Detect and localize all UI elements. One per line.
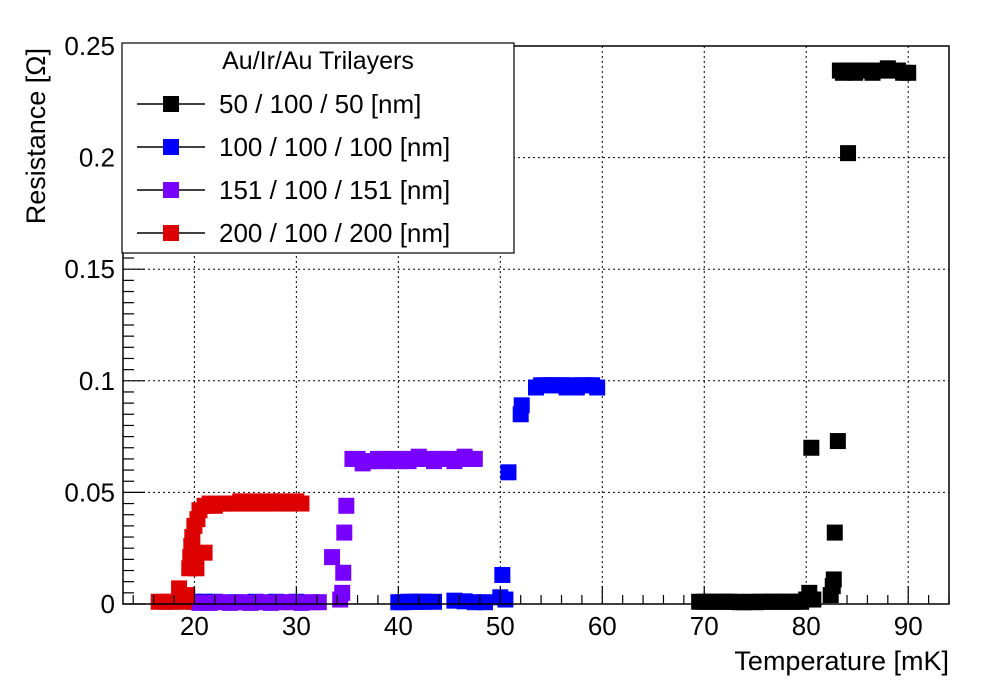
series-3	[191, 448, 483, 611]
legend-entry: 100 / 100 / 100 [nm]	[137, 132, 450, 162]
y-tick-label: 0.05	[64, 477, 115, 507]
data-point	[338, 497, 355, 514]
data-point	[589, 379, 606, 396]
data-point	[900, 64, 917, 81]
legend-marker	[163, 225, 179, 241]
y-tick-label: 0.25	[64, 31, 115, 61]
data-point	[825, 571, 842, 588]
y-tick-label: 0.2	[79, 143, 115, 173]
data-point	[829, 433, 846, 450]
data-point	[163, 593, 180, 610]
tick-labels: 20 30 40 50 60 70 80 90 0 0.05 0.1 0.15 0.2 0.25	[64, 31, 922, 641]
data-point	[196, 544, 213, 561]
x-tick-label: 20	[180, 611, 209, 641]
series-4	[150, 493, 310, 610]
data-point	[310, 594, 327, 611]
legend-label: 200 / 100 / 200 [nm]	[219, 218, 450, 248]
legend-entry: 50 / 100 / 50 [nm]	[137, 89, 421, 119]
y-tick-label: 0.15	[64, 254, 115, 284]
legend-label: 50 / 100 / 50 [nm]	[219, 89, 421, 119]
legend-entry: 200 / 100 / 200 [nm]	[137, 218, 450, 248]
y-tick-label: 0	[101, 589, 115, 619]
y-tick-label: 0.1	[79, 366, 115, 396]
legend-entries: 50 / 100 / 50 [nm] 100 / 100 / 100 [nm] 15…	[137, 89, 450, 248]
y-axis-title: Resistance [Ω]	[21, 48, 51, 224]
legend-label: 100 / 100 / 100 [nm]	[219, 132, 450, 162]
data-point	[840, 145, 857, 162]
legend-marker	[163, 182, 179, 198]
data-point	[334, 584, 351, 601]
data-point	[335, 564, 352, 581]
legend-entry: 151 / 100 / 151 [nm]	[137, 175, 450, 205]
data-point	[293, 495, 310, 512]
data-point	[494, 566, 511, 583]
x-tick-label: 80	[792, 611, 821, 641]
legend-label: 151 / 100 / 151 [nm]	[219, 175, 450, 205]
data-point	[324, 549, 341, 566]
data-point	[179, 587, 196, 604]
legend-marker	[163, 139, 179, 155]
data-point	[805, 591, 822, 608]
x-tick-label: 40	[384, 611, 413, 641]
data-point	[426, 593, 443, 610]
data-points	[150, 60, 917, 611]
x-tick-label: 50	[486, 611, 515, 641]
x-tick-label: 90	[894, 611, 923, 641]
legend-marker	[163, 96, 179, 112]
data-point	[477, 594, 494, 611]
data-point	[803, 439, 820, 456]
x-tick-label: 70	[690, 611, 719, 641]
data-point	[826, 524, 843, 541]
data-point	[500, 464, 517, 481]
legend: Au/Ir/Au Trilayers 50 / 100 / 50 [nm] 100…	[121, 42, 515, 254]
data-point	[513, 397, 530, 414]
legend-title: Au/Ir/Au Trilayers	[222, 47, 414, 75]
data-point	[188, 560, 205, 577]
x-tick-label: 60	[588, 611, 617, 641]
legend-box	[121, 42, 515, 254]
x-tick-label: 30	[282, 611, 311, 641]
data-point	[336, 524, 353, 541]
x-axis-title: Temperature [mK]	[734, 646, 949, 676]
data-point	[466, 450, 483, 467]
